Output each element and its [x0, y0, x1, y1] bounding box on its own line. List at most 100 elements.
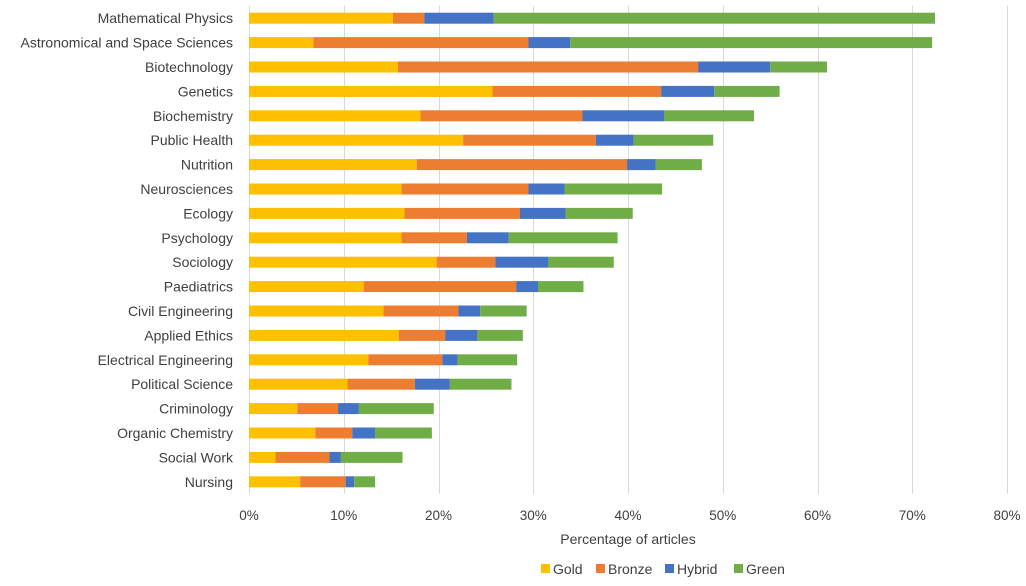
category-label: Criminology — [159, 401, 233, 417]
bar-green — [508, 232, 618, 244]
bar-gold — [249, 476, 301, 488]
bar-gold — [249, 281, 364, 293]
bar-green — [449, 378, 512, 390]
category-label: Mathematical Physics — [98, 10, 233, 26]
bar-green — [565, 207, 633, 219]
bar-gold — [249, 159, 417, 171]
legend-label-hybrid: Hybrid — [677, 561, 717, 577]
bar-green — [477, 329, 523, 341]
x-tick-label: 10% — [330, 508, 357, 523]
bar-bronze — [300, 476, 346, 488]
bar-green — [493, 12, 935, 24]
x-tick-labels: 0% 10% 20% 30% 40% 50% 60% 70% 80% — [239, 508, 1020, 523]
gridlines — [249, 6, 1008, 494]
bar-gold — [249, 110, 421, 122]
bar-hybrid — [338, 403, 359, 415]
category-label: Paediatrics — [164, 279, 233, 295]
category-label: Biochemistry — [153, 108, 233, 124]
category-label: Organic Chemistry — [117, 425, 233, 441]
bar-green — [340, 451, 403, 463]
bar-gold — [249, 85, 493, 97]
bar-green — [354, 476, 376, 488]
category-label: Political Science — [131, 376, 233, 392]
bar-bronze — [420, 110, 583, 122]
x-tick-label: 50% — [709, 508, 736, 523]
category-label: Applied Ethics — [144, 327, 233, 343]
category-label: Genetics — [178, 83, 233, 99]
category-label: Civil Engineering — [128, 303, 233, 319]
bar-green — [714, 85, 780, 97]
bar-hybrid — [345, 476, 355, 488]
bar-hybrid — [424, 12, 494, 24]
bar-gold — [249, 256, 437, 268]
bar-gold — [249, 134, 464, 146]
bar-gold — [249, 305, 384, 317]
bar-gold — [249, 378, 348, 390]
bar-green — [570, 37, 933, 49]
bar-hybrid — [458, 305, 481, 317]
legend: Gold Bronze Hybrid Green — [541, 561, 785, 577]
category-label: Nutrition — [181, 157, 233, 173]
legend-swatch-hybrid — [665, 564, 674, 573]
bar-hybrid — [595, 134, 634, 146]
bars — [249, 12, 935, 488]
bar-bronze — [416, 159, 628, 171]
bar-bronze — [363, 281, 517, 293]
bar-gold — [249, 12, 394, 24]
x-tick-label: 80% — [993, 508, 1020, 523]
bar-green — [457, 354, 518, 366]
bar-bronze — [275, 451, 330, 463]
category-label: Astronomical and Space Sciences — [21, 35, 233, 51]
category-label: Psychology — [161, 230, 233, 246]
bar-hybrid — [466, 232, 509, 244]
category-labels: Mathematical Physics Astronomical and Spa… — [21, 10, 234, 490]
bar-gold — [249, 451, 276, 463]
x-tick-label: 30% — [520, 508, 547, 523]
bar-bronze — [401, 232, 467, 244]
bar-gold — [249, 37, 314, 49]
bar-hybrid — [528, 183, 565, 195]
bar-hybrid — [582, 110, 665, 122]
bar-gold — [249, 354, 369, 366]
x-tick-label: 20% — [425, 508, 452, 523]
bar-gold — [249, 183, 402, 195]
bar-hybrid — [352, 427, 376, 439]
bar-hybrid — [329, 451, 341, 463]
bar-hybrid — [661, 85, 715, 97]
bar-green — [655, 159, 702, 171]
bar-gold — [249, 329, 399, 341]
category-label: Public Health — [151, 132, 234, 148]
x-tick-label: 60% — [804, 508, 831, 523]
bar-hybrid — [445, 329, 478, 341]
bar-bronze — [315, 427, 353, 439]
bar-bronze — [383, 305, 459, 317]
category-label: Electrical Engineering — [98, 352, 233, 368]
bar-bronze — [368, 354, 443, 366]
legend-label-bronze: Bronze — [608, 561, 653, 577]
category-label: Ecology — [183, 205, 233, 221]
x-tick-label: 0% — [239, 508, 259, 523]
bar-bronze — [397, 61, 699, 73]
bar-bronze — [347, 378, 415, 390]
bar-hybrid — [414, 378, 450, 390]
bar-bronze — [297, 403, 339, 415]
bar-hybrid — [516, 281, 538, 293]
bar-green — [537, 281, 584, 293]
category-label: Nursing — [185, 474, 233, 490]
bar-bronze — [436, 256, 496, 268]
legend-swatch-gold — [541, 564, 550, 573]
x-tick-label: 40% — [614, 508, 641, 523]
bar-bronze — [404, 207, 520, 219]
bar-green — [358, 403, 434, 415]
bar-gold — [249, 61, 398, 73]
category-label: Social Work — [159, 449, 234, 465]
bar-green — [375, 427, 432, 439]
bar-bronze — [393, 12, 425, 24]
bar-green — [564, 183, 663, 195]
bar-green — [548, 256, 614, 268]
bar-bronze — [313, 37, 529, 49]
bar-green — [480, 305, 527, 317]
bar-bronze — [463, 134, 596, 146]
legend-label-green: Green — [746, 561, 785, 577]
bar-gold — [249, 207, 405, 219]
